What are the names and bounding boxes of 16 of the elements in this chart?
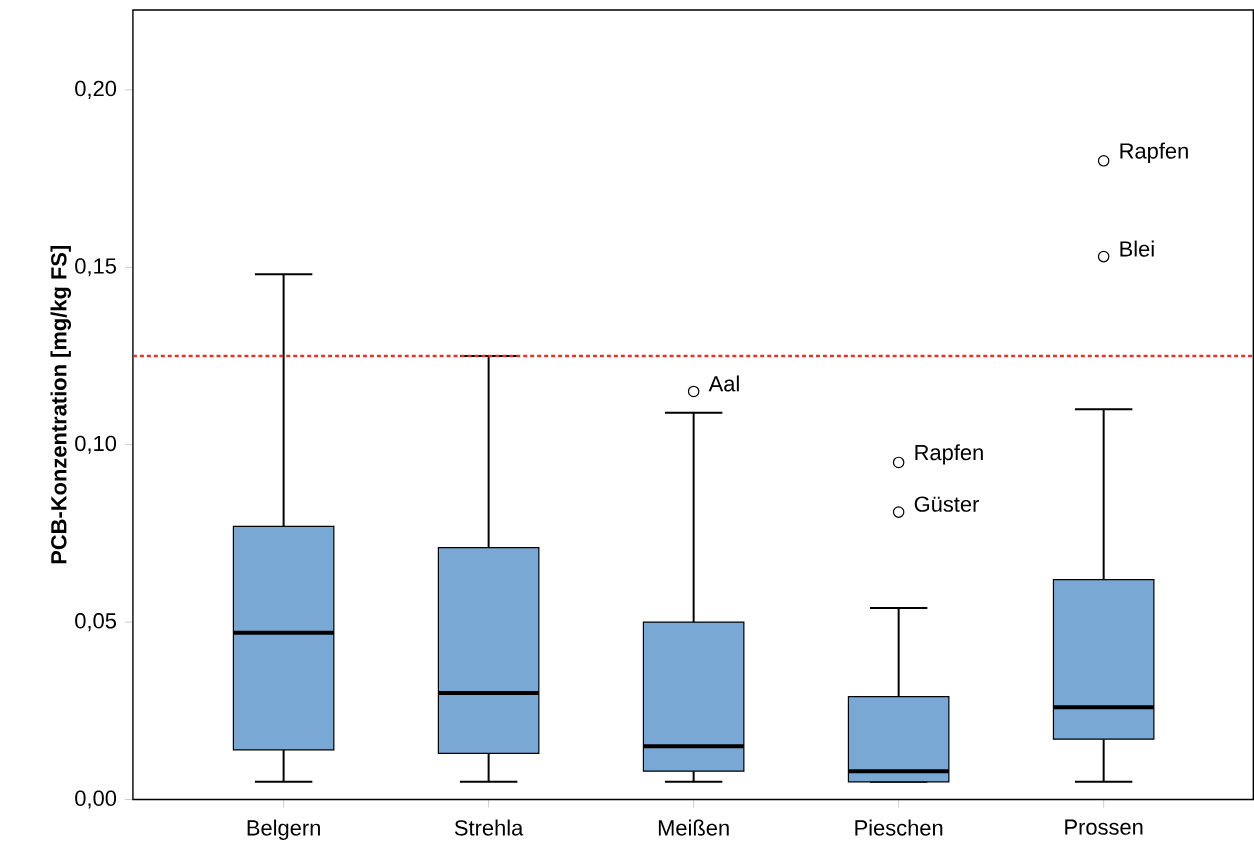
x-tick-label: Pieschen [855, 819, 943, 836]
y-tick-label: 0,15 [75, 258, 116, 277]
annotation: Rapfen [1120, 142, 1188, 164]
y-tick-label: 0,20 [75, 81, 117, 100]
annotation: Güster [914, 496, 980, 513]
y-tick-label: 0,00 [75, 790, 117, 809]
annotation: Aal [708, 375, 739, 392]
x-tick-label: Prossen [1065, 819, 1143, 836]
y-tick-label: 0,05 [75, 613, 116, 632]
annotation: Rapfen [915, 444, 983, 465]
y-axis-title: PCB-Konzentration [mg/kg FS] [50, 246, 72, 564]
annotation: Blei [1120, 240, 1154, 257]
y-tick-label: 0,10 [75, 435, 117, 454]
x-tick-label: Strehla [454, 819, 524, 836]
x-tick-label: Belgern [247, 819, 320, 841]
x-tick-label: Meißen [658, 819, 729, 836]
